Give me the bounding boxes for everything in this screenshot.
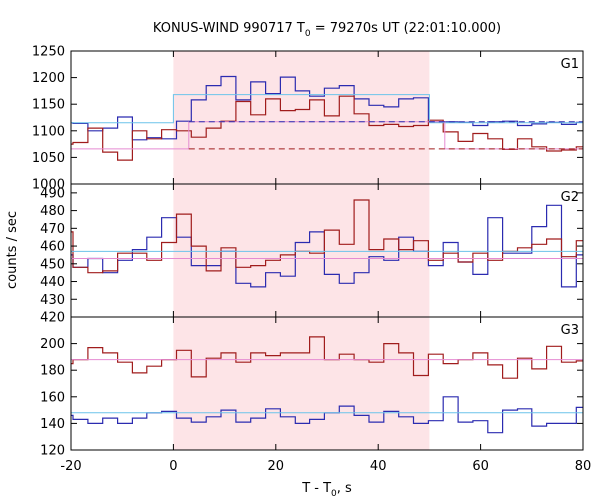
y-tick-label: 1250 — [32, 45, 65, 60]
panel-label-g3: G3 — [561, 323, 579, 338]
panels-group: 100010501100115012001250G142043044045046… — [32, 45, 591, 475]
series-g3-blue-1 — [71, 396, 583, 434]
burst-interval-shade — [173, 51, 430, 450]
y-tick-label: 1150 — [32, 98, 65, 113]
x-axis-label-subscript: 0 — [331, 489, 337, 499]
series-g1-red-1 — [71, 95, 583, 161]
y-tick-label: 140 — [40, 417, 65, 432]
y-tick-label: 440 — [40, 275, 65, 290]
x-axis-label-rest: , s — [337, 481, 352, 496]
y-tick-label: 490 — [40, 186, 65, 201]
x-tick-label: 20 — [268, 459, 285, 474]
chart-title-main: KONUS-WIND 990717 T — [153, 21, 305, 36]
chart-title-subscript: 0 — [305, 29, 311, 39]
y-tick-label: 470 — [40, 222, 65, 237]
x-tick-label: 80 — [575, 459, 592, 474]
panel-label-g1: G1 — [561, 57, 579, 72]
panel-g3: 120 140 160 180 200 G3 — [40, 316, 584, 459]
y-tick-label: 420 — [40, 311, 65, 326]
y-tick-label: 180 — [40, 364, 65, 379]
panel-series-group — [71, 199, 583, 288]
x-tick-label: -20 — [60, 459, 81, 474]
y-tick-label: 1200 — [32, 71, 65, 86]
chart-title-rest: = 79270s UT (22:01:10.000) — [311, 21, 501, 36]
x-tick-label: 40 — [370, 459, 387, 474]
panel-frame — [70, 316, 584, 451]
y-tick-label: 1000 — [32, 178, 65, 193]
panel-label-g2: G2 — [561, 190, 579, 205]
y-tick-label: 120 — [40, 444, 65, 459]
panel-series-group — [71, 336, 583, 434]
x-tick-label: 60 — [472, 459, 489, 474]
y-tick-label: 450 — [40, 257, 65, 272]
chart-title: KONUS-WIND 990717 T0 = 79270s UT (22:01:… — [153, 21, 501, 39]
x-axis-label-main: T - T — [301, 481, 331, 496]
y-tick-label: 1100 — [32, 124, 65, 139]
series-g1-cyan-2 — [71, 94, 583, 124]
x-axis-label: T - T0, s — [301, 481, 352, 499]
y-tick-label: 1050 — [32, 151, 65, 166]
x-tick-label: 0 — [169, 459, 177, 474]
y-tick-label: 430 — [40, 293, 65, 308]
panel-series-group — [71, 75, 583, 161]
y-tick-label: 460 — [40, 240, 65, 255]
y-axis-label: counts / sec — [5, 211, 20, 289]
panel-g1: 1000 1050 1100 1150 1200 1250 G1 — [32, 45, 584, 193]
y-tick-label: 200 — [40, 337, 65, 352]
y-tick-label: 480 — [40, 204, 65, 219]
series-g2-red-1 — [71, 199, 583, 274]
y-tick-label: 160 — [40, 390, 65, 405]
